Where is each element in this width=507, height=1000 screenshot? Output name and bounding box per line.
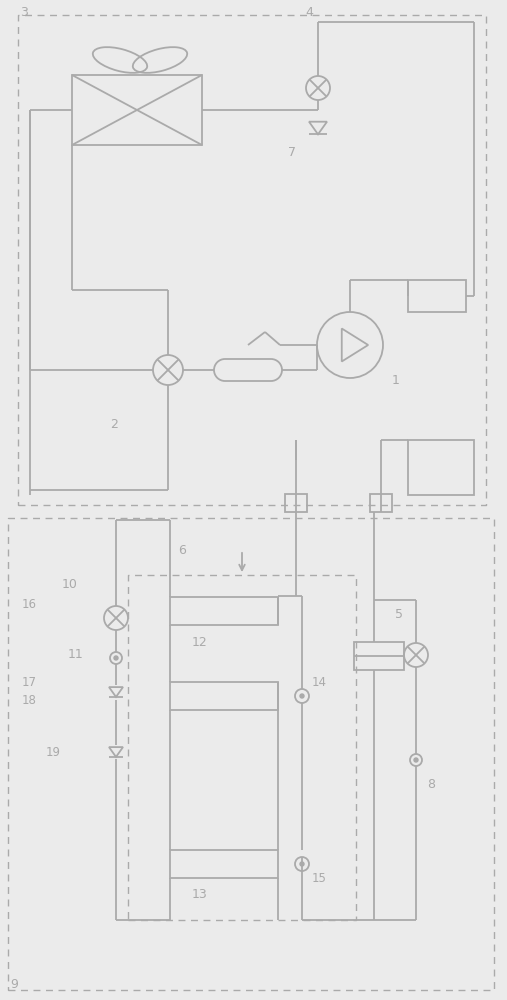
Bar [354,642,404,670]
Bar [370,494,392,512]
Text: 6: 6 [178,544,186,556]
Text: 10: 10 [62,578,78,591]
Text: 3: 3 [20,5,28,18]
Bar [170,597,278,625]
Text: 14: 14 [312,676,327,688]
Circle shape [114,656,118,660]
Text: 2: 2 [110,418,118,432]
Text: 13: 13 [192,888,208,902]
Bar [285,494,307,512]
Text: 7: 7 [288,146,296,159]
Circle shape [414,758,418,762]
Bar [408,440,474,495]
Circle shape [300,862,304,866]
Text: 17: 17 [22,676,37,688]
Text: 5: 5 [395,608,403,621]
Circle shape [300,694,304,698]
Bar [170,850,278,878]
Text: 9: 9 [10,978,18,990]
Text: 15: 15 [312,871,327,884]
Text: 1: 1 [392,373,400,386]
Text: 18: 18 [22,694,37,706]
Text: 16: 16 [22,598,37,611]
Bar [72,75,202,145]
Bar [170,682,278,710]
Text: 8: 8 [427,778,435,792]
Text: 11: 11 [68,648,84,662]
Bar [408,280,466,312]
Text: 19: 19 [46,746,61,758]
Text: 12: 12 [192,636,208,648]
Text: 4: 4 [305,5,313,18]
